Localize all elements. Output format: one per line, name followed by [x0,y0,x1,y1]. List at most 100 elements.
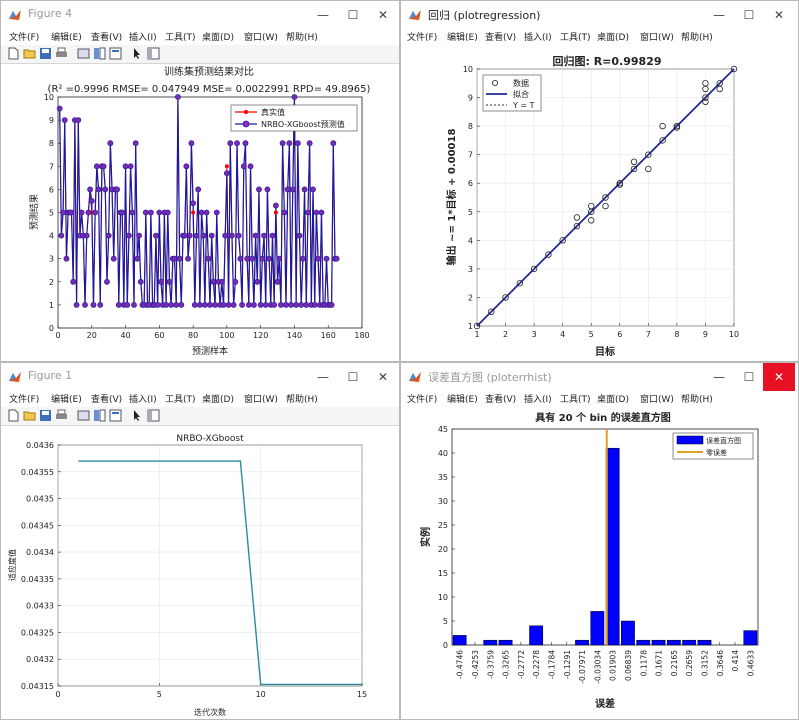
predicted-value-point [210,278,217,285]
menu-view[interactable]: 查看(V) [91,395,123,405]
maximize-button[interactable]: ☐ [347,8,359,22]
plot-title: 具有 20 个 bin 的误差直方图 [534,411,671,424]
menu-edit[interactable]: 编辑(E) [51,395,82,405]
menu-edit[interactable]: 编辑(E) [447,395,478,405]
minimize-button[interactable]: — [713,8,725,22]
insert-legend-icon[interactable] [109,409,122,422]
link-plot-icon[interactable] [77,47,90,60]
property-editor-icon[interactable] [147,47,160,60]
minimize-button[interactable]: — [713,370,725,384]
menu-desktop[interactable]: 桌面(D) [597,33,629,43]
maximize-button[interactable]: ☐ [347,370,359,384]
title-bar[interactable]: Figure 1 — ☐ ✕ [1,363,399,391]
predicted-value-point [293,301,300,308]
predicted-value-point [134,255,141,262]
pointer-icon[interactable] [131,47,144,60]
menu-window[interactable]: 窗口(W) [640,395,674,405]
print-icon[interactable] [55,409,68,422]
data-point [616,181,623,188]
legend[interactable]: 误差直方图 零误差 [672,432,754,460]
new-file-icon[interactable] [7,409,20,422]
predicted-value-point [266,255,273,262]
maximize-button[interactable]: ☐ [743,8,755,22]
title-bar[interactable]: 回归 (plotregression) — ☐ ✕ [401,1,798,29]
figure-canvas[interactable]: 回归图: R=0.99829 1 2 3 4 5 6 7 8 9 10 1 2 3 4 5 6 7 8 9 10 数据… [401,45,798,361]
pointer-icon[interactable] [131,409,144,422]
menu-help[interactable]: 帮助(H) [681,395,713,405]
save-icon[interactable] [39,47,52,60]
minimize-button[interactable]: — [317,370,329,384]
menu-desktop[interactable]: 桌面(D) [202,395,234,405]
menu-view[interactable]: 查看(V) [91,33,123,43]
open-folder-icon[interactable] [23,47,36,60]
menu-help[interactable]: 帮助(H) [286,33,318,43]
x-tick-label: 20 [87,331,97,340]
menu-desktop[interactable]: 桌面(D) [202,33,234,43]
menu-insert[interactable]: 插入(I) [524,395,552,405]
figure-canvas[interactable]: NRBO-XGboost 0 5 10 15 0.04315 0.0432 0.04325 0… [1,426,399,719]
insert-colorbar-icon[interactable] [93,409,106,422]
menu-tools[interactable]: 工具(T) [560,395,591,405]
menu-help[interactable]: 帮助(H) [681,33,713,43]
menu-view[interactable]: 查看(V) [485,33,517,43]
fitness-curve-plot[interactable]: NRBO-XGboost 0 5 10 15 0.04315 0.0432 0.04325 0… [1,426,399,719]
menu-desktop[interactable]: 桌面(D) [597,395,629,405]
menu-view[interactable]: 查看(V) [485,395,517,405]
menu-tools[interactable]: 工具(T) [165,395,196,405]
menu-file[interactable]: 文件(F) [9,395,40,405]
menu-window[interactable]: 窗口(W) [244,395,278,405]
insert-colorbar-icon[interactable] [93,47,106,60]
save-icon[interactable] [39,409,52,422]
predicted-value-point [100,163,107,170]
menu-tools[interactable]: 工具(T) [560,33,591,43]
menu-file[interactable]: 文件(F) [407,33,438,43]
menu-file[interactable]: 文件(F) [407,395,438,405]
insert-legend-icon[interactable] [109,47,122,60]
predicted-value-point [239,301,245,308]
bin-label: -0.1291 [563,650,572,679]
predicted-value-point [178,301,185,308]
menu-file[interactable]: 文件(F) [9,33,40,43]
figure-canvas[interactable]: 训练集预测结果对比 (R² =0.9996 RMSE= 0.047949 MSE… [1,64,399,361]
y-tick-label: 3 [468,265,473,274]
data-point [730,65,738,73]
menu-tools[interactable]: 工具(T) [165,33,196,43]
prediction-comparison-plot[interactable]: 训练集预测结果对比 (R² =0.9996 RMSE= 0.047949 MSE… [1,64,399,361]
menu-edit[interactable]: 编辑(E) [51,33,82,43]
regression-plot[interactable]: 回归图: R=0.99829 1 2 3 4 5 6 7 8 9 10 1 2 3 4 5 6 7 8 9 10 数据… [401,45,798,361]
menu-insert[interactable]: 插入(I) [524,33,552,43]
data-point [702,94,709,101]
legend-pred-label: NRBO-XGboost预测值 [261,119,345,129]
error-histogram-plot[interactable]: 具有 20 个 bin 的误差直方图 0 5 10 15 20 25 30 35 40 45 -0.… [401,407,798,719]
y-tick-label: 0.0432 [26,655,54,664]
menu-window[interactable]: 窗口(W) [244,33,278,43]
close-button[interactable]: ✕ [377,8,389,22]
menu-edit[interactable]: 编辑(E) [447,33,478,43]
y-tick-label: 2 [49,278,54,287]
predicted-value-point [279,140,286,147]
menu-help[interactable]: 帮助(H) [286,395,318,405]
open-folder-icon[interactable] [23,409,36,422]
new-file-icon[interactable] [7,47,20,60]
print-icon[interactable] [55,47,68,60]
title-bar[interactable]: 误差直方图 (ploterrhist) — ☐ ✕ [401,363,798,391]
minimize-button[interactable]: — [317,8,329,22]
legend[interactable]: 真实值 NRBO-XGboost预测值 [230,104,358,132]
link-plot-icon[interactable] [77,409,90,422]
y-tick-label: 10 [44,93,54,102]
close-button[interactable]: ✕ [763,363,795,391]
menu-insert[interactable]: 插入(I) [129,395,157,405]
figure-canvas[interactable]: 具有 20 个 bin 的误差直方图 0 5 10 15 20 25 30 35 40 45 -0.… [401,407,798,719]
legend[interactable]: 数据 拟合 Y = T [482,74,542,112]
predicted-value-point [127,163,134,170]
data-point [573,214,581,221]
maximize-button[interactable]: ☐ [743,370,755,384]
menu-insert[interactable]: 插入(I) [129,33,157,43]
property-editor-icon[interactable] [147,409,160,422]
menu-window[interactable]: 窗口(W) [640,33,674,43]
close-button[interactable]: ✕ [773,8,785,22]
title-bar[interactable]: Figure 4 — ☐ ✕ [1,1,399,29]
data-point [588,217,595,224]
close-button[interactable]: ✕ [377,370,389,384]
axes-box [451,428,759,646]
